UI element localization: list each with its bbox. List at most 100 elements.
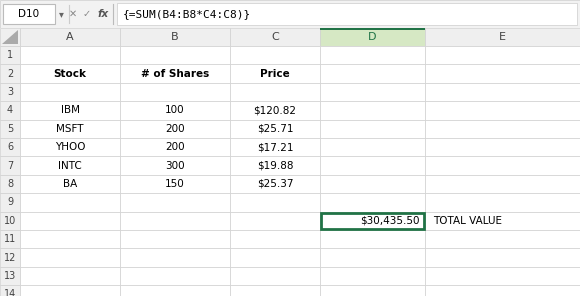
Bar: [425, 138, 580, 156]
Text: C: C: [271, 32, 279, 42]
Bar: [0, 46, 20, 65]
Text: A: A: [66, 32, 74, 42]
Bar: [20, 120, 120, 138]
Text: IBM: IBM: [60, 105, 79, 115]
Bar: [320, 28, 425, 30]
Text: $25.71: $25.71: [257, 124, 293, 134]
Bar: [230, 101, 320, 120]
Bar: [230, 65, 320, 83]
Bar: [425, 65, 580, 83]
Text: Price: Price: [260, 69, 290, 79]
Text: $19.88: $19.88: [257, 161, 293, 170]
Bar: [320, 138, 425, 156]
Bar: [120, 212, 230, 230]
Bar: [20, 138, 120, 156]
Bar: [320, 193, 425, 212]
Bar: [20, 285, 120, 296]
Bar: [320, 267, 425, 285]
Text: 11: 11: [4, 234, 16, 244]
Text: 9: 9: [7, 197, 13, 207]
Bar: [0, 120, 20, 138]
Text: $30,435.50: $30,435.50: [361, 216, 420, 226]
Bar: [0, 248, 20, 267]
Bar: [120, 193, 230, 212]
Bar: [20, 65, 120, 83]
Bar: [320, 212, 425, 230]
Text: 4: 4: [7, 105, 13, 115]
Bar: [20, 230, 120, 248]
Text: ✕: ✕: [69, 9, 77, 19]
Bar: [320, 83, 425, 101]
Bar: [230, 120, 320, 138]
Text: {=SUM(B4:B8*C4:C8)}: {=SUM(B4:B8*C4:C8)}: [123, 9, 251, 19]
Text: 7: 7: [7, 161, 13, 170]
Text: 3: 3: [7, 87, 13, 97]
Bar: [425, 212, 580, 230]
Bar: [120, 285, 230, 296]
Bar: [0, 285, 20, 296]
Text: $17.21: $17.21: [257, 142, 293, 152]
Bar: [0, 138, 20, 156]
Bar: [20, 46, 120, 65]
Text: D: D: [368, 32, 377, 42]
Bar: [0, 83, 20, 101]
Bar: [120, 28, 230, 46]
Text: 8: 8: [7, 179, 13, 189]
Bar: [320, 46, 425, 65]
Bar: [425, 285, 580, 296]
Bar: [230, 28, 320, 46]
Bar: [120, 83, 230, 101]
Bar: [117, 3, 577, 25]
Bar: [20, 248, 120, 267]
Bar: [120, 175, 230, 193]
Text: 6: 6: [7, 142, 13, 152]
Bar: [0, 212, 20, 230]
Bar: [230, 156, 320, 175]
Text: 10: 10: [4, 216, 16, 226]
Bar: [0, 193, 20, 212]
Bar: [0, 230, 20, 248]
Bar: [230, 175, 320, 193]
Text: 200: 200: [165, 142, 185, 152]
Bar: [120, 101, 230, 120]
Bar: [120, 120, 230, 138]
Bar: [20, 83, 120, 101]
Bar: [120, 230, 230, 248]
Text: D10: D10: [19, 9, 39, 19]
Bar: [230, 46, 320, 65]
Bar: [425, 230, 580, 248]
Bar: [20, 156, 120, 175]
Bar: [320, 120, 425, 138]
Bar: [320, 285, 425, 296]
Text: 150: 150: [165, 179, 185, 189]
Bar: [425, 28, 580, 46]
Text: 1: 1: [7, 50, 13, 60]
Bar: [120, 65, 230, 83]
Text: ✓: ✓: [83, 9, 91, 19]
Bar: [320, 65, 425, 83]
Bar: [425, 175, 580, 193]
Bar: [320, 175, 425, 193]
Bar: [425, 193, 580, 212]
Bar: [20, 101, 120, 120]
Bar: [321, 213, 424, 229]
Bar: [0, 267, 20, 285]
Polygon shape: [2, 30, 18, 44]
Bar: [230, 285, 320, 296]
Text: YHOO: YHOO: [55, 142, 85, 152]
Bar: [230, 230, 320, 248]
Bar: [320, 28, 425, 46]
Text: E: E: [499, 32, 506, 42]
Text: $120.82: $120.82: [253, 105, 296, 115]
Bar: [0, 101, 20, 120]
Bar: [425, 120, 580, 138]
Bar: [0, 175, 20, 193]
Text: 14: 14: [4, 289, 16, 296]
Bar: [120, 248, 230, 267]
Bar: [425, 248, 580, 267]
Text: Stock: Stock: [53, 69, 86, 79]
Text: 13: 13: [4, 271, 16, 281]
Bar: [0, 28, 20, 46]
Text: 5: 5: [7, 124, 13, 134]
Bar: [120, 267, 230, 285]
